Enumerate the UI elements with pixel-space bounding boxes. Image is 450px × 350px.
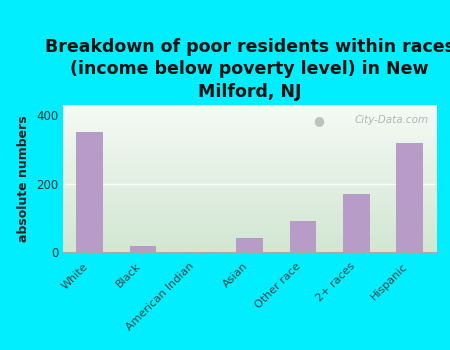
Bar — [63, 191, 436, 193]
Bar — [63, 232, 436, 234]
Bar — [63, 236, 436, 237]
Bar — [63, 241, 436, 243]
Bar — [63, 224, 436, 226]
Bar — [63, 142, 436, 143]
Bar — [63, 133, 436, 134]
Bar — [63, 215, 436, 217]
Bar — [63, 245, 436, 246]
Bar — [63, 223, 436, 224]
Bar — [63, 121, 436, 124]
Bar — [63, 177, 436, 178]
Bar — [63, 138, 436, 140]
Bar — [63, 134, 436, 136]
Bar — [63, 210, 436, 211]
Bar — [343, 194, 370, 252]
Bar — [63, 206, 436, 208]
Bar — [63, 168, 436, 169]
Bar — [63, 140, 436, 142]
Title: Breakdown of poor residents within races
(income below poverty level) in New
Mil: Breakdown of poor residents within races… — [45, 38, 450, 101]
Bar — [63, 226, 436, 228]
Bar — [63, 158, 436, 160]
Bar — [63, 114, 436, 116]
Bar — [63, 199, 436, 201]
Bar — [63, 217, 436, 219]
Bar — [63, 208, 436, 210]
Bar — [63, 243, 436, 245]
Bar — [236, 238, 263, 252]
Bar — [63, 149, 436, 151]
Bar — [63, 118, 436, 120]
Bar — [63, 248, 436, 250]
Bar — [76, 132, 103, 252]
Bar — [63, 234, 436, 236]
Bar — [63, 136, 436, 138]
Bar — [63, 175, 436, 177]
Bar — [63, 195, 436, 197]
Bar — [63, 125, 436, 127]
Bar — [63, 182, 436, 184]
Bar — [63, 169, 436, 171]
Bar — [63, 164, 436, 166]
Bar — [63, 109, 436, 111]
Bar — [63, 162, 436, 164]
Bar — [130, 246, 156, 252]
Bar — [63, 173, 436, 175]
Bar — [63, 156, 436, 158]
Bar — [63, 193, 436, 195]
Bar — [63, 204, 436, 206]
Bar — [63, 178, 436, 180]
Bar — [63, 219, 436, 221]
Bar — [63, 186, 436, 188]
Bar — [63, 230, 436, 232]
Bar — [63, 160, 436, 162]
Bar — [63, 221, 436, 223]
Bar — [63, 105, 436, 107]
Y-axis label: absolute numbers: absolute numbers — [18, 115, 30, 242]
Bar — [396, 142, 423, 252]
Bar — [63, 131, 436, 133]
Bar — [63, 250, 436, 252]
Bar — [63, 144, 436, 146]
Text: ●: ● — [313, 114, 324, 127]
Bar — [63, 153, 436, 155]
Bar — [63, 146, 436, 147]
Bar — [63, 116, 436, 118]
Bar — [63, 147, 436, 149]
Bar — [63, 188, 436, 190]
Bar — [63, 127, 436, 129]
Bar — [63, 239, 436, 241]
Bar — [63, 151, 436, 153]
Text: City-Data.com: City-Data.com — [355, 115, 429, 125]
Bar — [63, 246, 436, 248]
Bar — [63, 202, 436, 204]
Bar — [63, 129, 436, 131]
Bar — [63, 184, 436, 186]
Bar — [63, 201, 436, 202]
Bar — [63, 120, 436, 121]
Bar — [63, 180, 436, 182]
Bar — [63, 211, 436, 214]
Bar — [63, 228, 436, 230]
Bar — [63, 107, 436, 109]
Bar — [63, 124, 436, 125]
Bar — [63, 190, 436, 191]
Bar — [290, 221, 316, 252]
Bar — [63, 155, 436, 156]
Bar — [63, 171, 436, 173]
Bar — [63, 166, 436, 168]
Bar — [63, 214, 436, 215]
Bar — [63, 237, 436, 239]
Bar — [63, 111, 436, 112]
Bar — [63, 197, 436, 199]
Bar — [63, 112, 436, 114]
